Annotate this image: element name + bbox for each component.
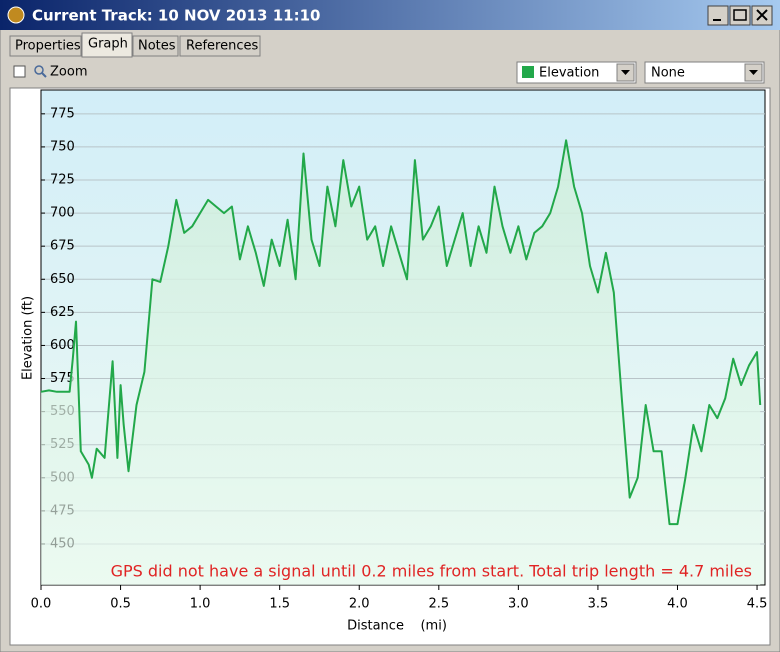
tab-label: Graph bbox=[88, 37, 128, 52]
zoom-checkbox[interactable] bbox=[13, 65, 26, 78]
close-icon bbox=[756, 9, 768, 21]
tab-label: References bbox=[186, 39, 258, 54]
dropdown-arrow bbox=[621, 70, 630, 75]
y-tick-label: 725 bbox=[50, 173, 75, 188]
zoom-icon-handle bbox=[41, 72, 47, 78]
y-tick-label: 575 bbox=[50, 371, 75, 386]
x-tick-label: 2.5 bbox=[428, 597, 449, 612]
x-tick-label: 1.5 bbox=[269, 597, 290, 612]
x-tick-label: 4.0 bbox=[667, 597, 688, 612]
tab[interactable] bbox=[9, 35, 82, 57]
x-tick-label: 0.5 bbox=[110, 597, 131, 612]
x-tick-label: 1.0 bbox=[190, 597, 211, 612]
window-title: Current Track: 10 NOV 2013 11:10 bbox=[32, 7, 320, 25]
dropdown-value: Elevation bbox=[539, 66, 599, 81]
chart: 4504755005255505756006256506757007257507… bbox=[31, 106, 768, 611]
series-dropdown[interactable] bbox=[516, 61, 637, 84]
maximize-button[interactable] bbox=[729, 5, 751, 26]
tabs: Properties Graph Notes References bbox=[9, 32, 261, 58]
y-tick-label: 700 bbox=[50, 206, 75, 221]
y-tick-label: 625 bbox=[50, 305, 75, 320]
window-buttons bbox=[707, 5, 773, 26]
x-tick-label: 4.5 bbox=[747, 597, 768, 612]
tab[interactable] bbox=[179, 35, 261, 57]
title-bar bbox=[0, 0, 780, 30]
toolbar: Zoom Elevation None bbox=[13, 61, 765, 84]
y-tick-label: 775 bbox=[50, 106, 75, 121]
tab-label: Notes bbox=[138, 39, 176, 54]
tab-label: Properties bbox=[15, 39, 81, 54]
zoom-icon bbox=[34, 65, 44, 75]
tab-active[interactable] bbox=[81, 32, 133, 58]
x-axis-label: Distance (mi) bbox=[347, 619, 447, 634]
dropdown-arrow bbox=[749, 70, 758, 75]
minimize-button[interactable] bbox=[707, 5, 729, 26]
tab[interactable] bbox=[132, 35, 179, 57]
y-tick-label: 750 bbox=[50, 139, 75, 154]
x-tick-label: 3.5 bbox=[588, 597, 609, 612]
series2-dropdown[interactable] bbox=[644, 61, 765, 84]
annotation: GPS did not have a signal until 0.2 mile… bbox=[111, 562, 752, 581]
app-icon bbox=[7, 6, 25, 24]
x-tick-label: 0.0 bbox=[31, 597, 52, 612]
area-fill bbox=[41, 140, 761, 586]
elevation-line bbox=[40, 139, 762, 526]
x-tick-label: 3.0 bbox=[508, 597, 529, 612]
y-tick-label: 675 bbox=[50, 239, 75, 254]
y-tick-label: 600 bbox=[50, 338, 75, 353]
x-tick-label: 2.0 bbox=[349, 597, 370, 612]
y-axis-label: Elevation (ft) bbox=[21, 296, 36, 380]
maximize-icon bbox=[733, 9, 747, 21]
zoom-label: Zoom bbox=[50, 65, 87, 80]
series-swatch bbox=[522, 66, 534, 78]
y-tick-label: 650 bbox=[50, 272, 75, 287]
dropdown-value: None bbox=[651, 66, 685, 81]
